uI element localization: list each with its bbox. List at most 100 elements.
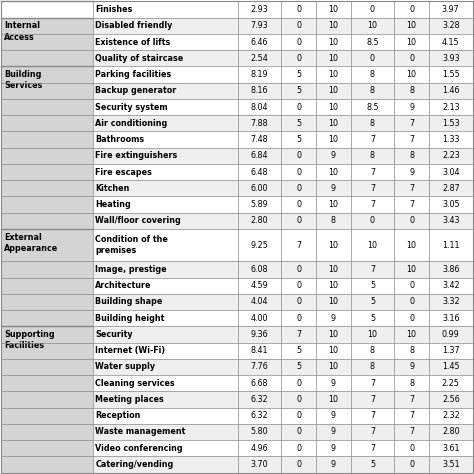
Bar bbox=[351, 196, 394, 213]
Bar bbox=[351, 392, 394, 408]
Bar bbox=[282, 456, 316, 473]
Text: Waste management: Waste management bbox=[95, 428, 186, 437]
Bar bbox=[429, 50, 473, 66]
Bar bbox=[394, 1, 429, 18]
Text: 7: 7 bbox=[370, 135, 375, 144]
Bar bbox=[429, 294, 473, 310]
Text: 7: 7 bbox=[409, 119, 414, 128]
Text: 10: 10 bbox=[407, 37, 417, 46]
Text: 5.80: 5.80 bbox=[251, 428, 268, 437]
Bar bbox=[93, 278, 238, 294]
Bar bbox=[429, 66, 473, 82]
Text: 3.42: 3.42 bbox=[442, 281, 460, 290]
Bar bbox=[429, 456, 473, 473]
Text: 6.84: 6.84 bbox=[251, 151, 268, 160]
Text: Cleaning services: Cleaning services bbox=[95, 379, 175, 388]
Bar bbox=[93, 392, 238, 408]
Text: 7.93: 7.93 bbox=[251, 21, 268, 30]
Text: 0: 0 bbox=[370, 54, 375, 63]
Text: 10: 10 bbox=[328, 54, 338, 63]
Text: 0: 0 bbox=[296, 216, 301, 225]
Text: 8: 8 bbox=[409, 86, 414, 95]
Bar bbox=[351, 278, 394, 294]
Bar bbox=[238, 66, 282, 82]
Bar bbox=[282, 99, 316, 115]
Text: 0: 0 bbox=[409, 5, 414, 14]
Text: 9: 9 bbox=[331, 444, 336, 453]
Bar bbox=[238, 18, 282, 34]
Text: 10: 10 bbox=[367, 21, 377, 30]
Text: Image, prestige: Image, prestige bbox=[95, 265, 167, 274]
Text: Air conditioning: Air conditioning bbox=[95, 119, 168, 128]
Bar bbox=[93, 375, 238, 392]
Bar bbox=[238, 147, 282, 164]
Bar bbox=[394, 456, 429, 473]
Bar bbox=[282, 115, 316, 131]
Text: 3.51: 3.51 bbox=[442, 460, 460, 469]
Text: 10: 10 bbox=[328, 102, 338, 111]
Text: 10: 10 bbox=[328, 281, 338, 290]
Text: 5: 5 bbox=[296, 135, 301, 144]
Text: 9: 9 bbox=[331, 314, 336, 323]
Bar bbox=[429, 164, 473, 180]
Text: External
Appearance: External Appearance bbox=[4, 233, 58, 253]
Text: 9: 9 bbox=[409, 363, 414, 372]
Text: 8: 8 bbox=[409, 346, 414, 355]
Text: 0: 0 bbox=[409, 298, 414, 307]
Text: Building height: Building height bbox=[95, 314, 165, 323]
Text: 6.68: 6.68 bbox=[251, 379, 268, 388]
Bar bbox=[394, 278, 429, 294]
Bar bbox=[316, 1, 351, 18]
Bar bbox=[351, 213, 394, 229]
Text: 2.93: 2.93 bbox=[251, 5, 268, 14]
Bar bbox=[316, 375, 351, 392]
Bar bbox=[394, 34, 429, 50]
Text: 7: 7 bbox=[370, 395, 375, 404]
Bar bbox=[316, 327, 351, 343]
Bar bbox=[282, 66, 316, 82]
Bar bbox=[282, 343, 316, 359]
Text: 10: 10 bbox=[367, 241, 377, 250]
Text: 0: 0 bbox=[296, 102, 301, 111]
Bar bbox=[316, 82, 351, 99]
Text: 2.54: 2.54 bbox=[251, 54, 268, 63]
Bar bbox=[93, 359, 238, 375]
Text: 4.96: 4.96 bbox=[251, 444, 268, 453]
Bar bbox=[316, 261, 351, 278]
Bar bbox=[429, 310, 473, 327]
Bar bbox=[351, 359, 394, 375]
Text: 10: 10 bbox=[328, 200, 338, 209]
Bar bbox=[282, 1, 316, 18]
Bar bbox=[93, 424, 238, 440]
Text: 0: 0 bbox=[296, 151, 301, 160]
Text: 7: 7 bbox=[409, 395, 414, 404]
Bar bbox=[316, 18, 351, 34]
Text: 8.19: 8.19 bbox=[251, 70, 268, 79]
Text: 10: 10 bbox=[328, 298, 338, 307]
Bar bbox=[351, 34, 394, 50]
Bar bbox=[316, 424, 351, 440]
Bar bbox=[238, 278, 282, 294]
Text: 7: 7 bbox=[409, 135, 414, 144]
Text: Catering/vending: Catering/vending bbox=[95, 460, 173, 469]
Bar bbox=[351, 18, 394, 34]
Bar bbox=[238, 115, 282, 131]
Bar bbox=[351, 50, 394, 66]
Bar bbox=[93, 18, 238, 34]
Bar bbox=[429, 278, 473, 294]
Text: 7: 7 bbox=[409, 184, 414, 193]
Bar bbox=[93, 82, 238, 99]
Bar bbox=[394, 196, 429, 213]
Text: 0: 0 bbox=[296, 379, 301, 388]
Bar bbox=[351, 66, 394, 82]
Bar bbox=[316, 343, 351, 359]
Text: 10: 10 bbox=[328, 346, 338, 355]
Bar bbox=[282, 82, 316, 99]
Bar bbox=[93, 213, 238, 229]
Text: 6.32: 6.32 bbox=[251, 411, 268, 420]
Text: 0: 0 bbox=[296, 314, 301, 323]
Text: 7.88: 7.88 bbox=[251, 119, 268, 128]
Bar bbox=[429, 131, 473, 147]
Text: 0: 0 bbox=[296, 37, 301, 46]
Text: Security: Security bbox=[95, 330, 133, 339]
